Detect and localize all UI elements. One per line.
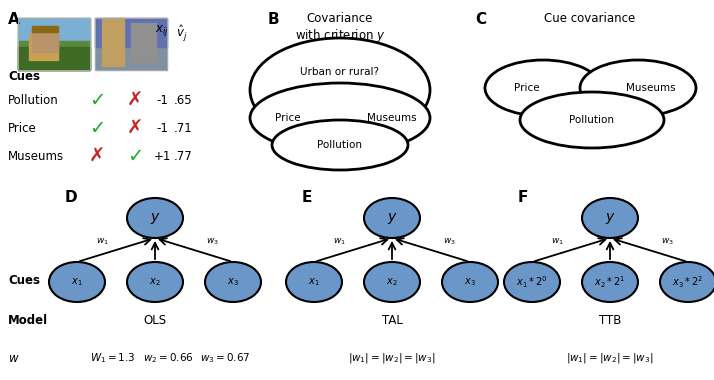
Text: $w_3$: $w_3$ [443,237,456,247]
Text: A: A [8,12,20,27]
Text: Model: Model [8,314,48,326]
Text: Urban or rural?: Urban or rural? [301,67,380,77]
Text: $w_1$: $w_1$ [333,237,346,247]
Text: Pollution: Pollution [318,140,363,150]
Text: Pollution: Pollution [8,93,59,106]
Text: .77: .77 [174,149,192,163]
Text: ✗: ✗ [127,119,144,138]
Bar [29,33,58,60]
Text: $w_2$: $w_2$ [608,233,620,243]
Bar [95,18,167,70]
Text: Covariance
with criterion $y$: Covariance with criterion $y$ [295,12,386,44]
Text: C: C [475,12,486,27]
Text: $w_2$: $w_2$ [153,233,166,243]
Ellipse shape [364,198,420,238]
Text: Museums: Museums [626,83,676,93]
Text: ✓: ✓ [89,90,105,109]
Text: $x_1*2^0$: $x_1*2^0$ [516,274,548,290]
Text: $x_2$: $x_2$ [149,276,161,288]
Text: +1: +1 [154,149,171,163]
Text: $y$: $y$ [150,211,161,225]
Text: $y$: $y$ [605,211,615,225]
Ellipse shape [250,83,430,153]
Ellipse shape [205,262,261,302]
Text: B: B [268,12,280,27]
Text: $x_1$: $x_1$ [71,276,83,288]
Text: Cue covariance: Cue covariance [544,12,635,25]
Text: ✗: ✗ [127,90,144,109]
Ellipse shape [582,262,638,302]
Text: ✓: ✓ [127,147,144,166]
Ellipse shape [580,60,696,116]
Ellipse shape [485,60,601,116]
Text: $x_{ij}$: $x_{ij}$ [155,23,169,38]
Ellipse shape [49,262,105,302]
Text: TAL: TAL [381,314,403,326]
Text: $w_3$: $w_3$ [660,237,673,247]
Ellipse shape [582,198,638,238]
Text: E: E [302,190,313,205]
Ellipse shape [660,262,714,302]
Text: Museums: Museums [8,149,64,163]
Text: Pollution: Pollution [570,115,615,125]
Text: .65: .65 [174,93,192,106]
Text: $w_1$: $w_1$ [550,237,563,247]
Text: ✗: ✗ [89,147,105,166]
Text: Museums: Museums [367,113,417,123]
Text: .71: .71 [174,122,192,135]
Ellipse shape [272,120,408,170]
Text: Price: Price [275,113,301,123]
Text: Price: Price [514,83,540,93]
Bar [18,41,90,70]
Text: $w_3 = 0.67$: $w_3 = 0.67$ [200,351,251,365]
Ellipse shape [520,92,664,148]
Bar [18,18,90,70]
Ellipse shape [286,262,342,302]
Bar [95,18,167,47]
Text: -1: -1 [156,93,168,106]
Bar [18,18,90,70]
Text: Price: Price [8,122,36,135]
Ellipse shape [442,262,498,302]
Text: $y$: $y$ [387,211,398,225]
Text: F: F [518,190,528,205]
Text: Cues: Cues [8,274,40,287]
Text: $w$: $w$ [8,352,19,364]
Bar [131,23,156,62]
Bar [102,18,124,66]
Bar [18,47,90,70]
Bar [18,18,90,41]
Bar [32,26,58,32]
Ellipse shape [504,262,560,302]
Text: $w_3$: $w_3$ [206,237,218,247]
Text: D: D [65,190,78,205]
Text: $|w_1| = |w_2| = |w_3|$: $|w_1| = |w_2| = |w_3|$ [348,351,436,365]
Text: $|w_1| = |w_2| = |w_3|$: $|w_1| = |w_2| = |w_3|$ [566,351,654,365]
Bar [32,31,58,52]
Text: $\hat{v}_j$: $\hat{v}_j$ [176,23,188,43]
Text: $x_3*2^2$: $x_3*2^2$ [673,274,703,290]
Bar [95,18,167,70]
Text: $x_1$: $x_1$ [308,276,320,288]
Ellipse shape [250,38,430,142]
Text: $x_3$: $x_3$ [464,276,476,288]
Text: -1: -1 [156,122,168,135]
Text: TTB: TTB [599,314,621,326]
Text: OLS: OLS [144,314,166,326]
Text: ✓: ✓ [89,119,105,138]
Text: $x_2*2^1$: $x_2*2^1$ [594,274,625,290]
Text: $W_1 = 1.3$: $W_1 = 1.3$ [90,351,136,365]
Text: $w_1$: $w_1$ [96,237,109,247]
Ellipse shape [364,262,420,302]
Text: $w_2$: $w_2$ [390,233,403,243]
Text: $x_2$: $x_2$ [386,276,398,288]
Text: $w_2 = 0.66$: $w_2 = 0.66$ [143,351,193,365]
Ellipse shape [127,198,183,238]
Text: $x_3$: $x_3$ [227,276,239,288]
Text: Cues: Cues [8,71,40,84]
Ellipse shape [127,262,183,302]
